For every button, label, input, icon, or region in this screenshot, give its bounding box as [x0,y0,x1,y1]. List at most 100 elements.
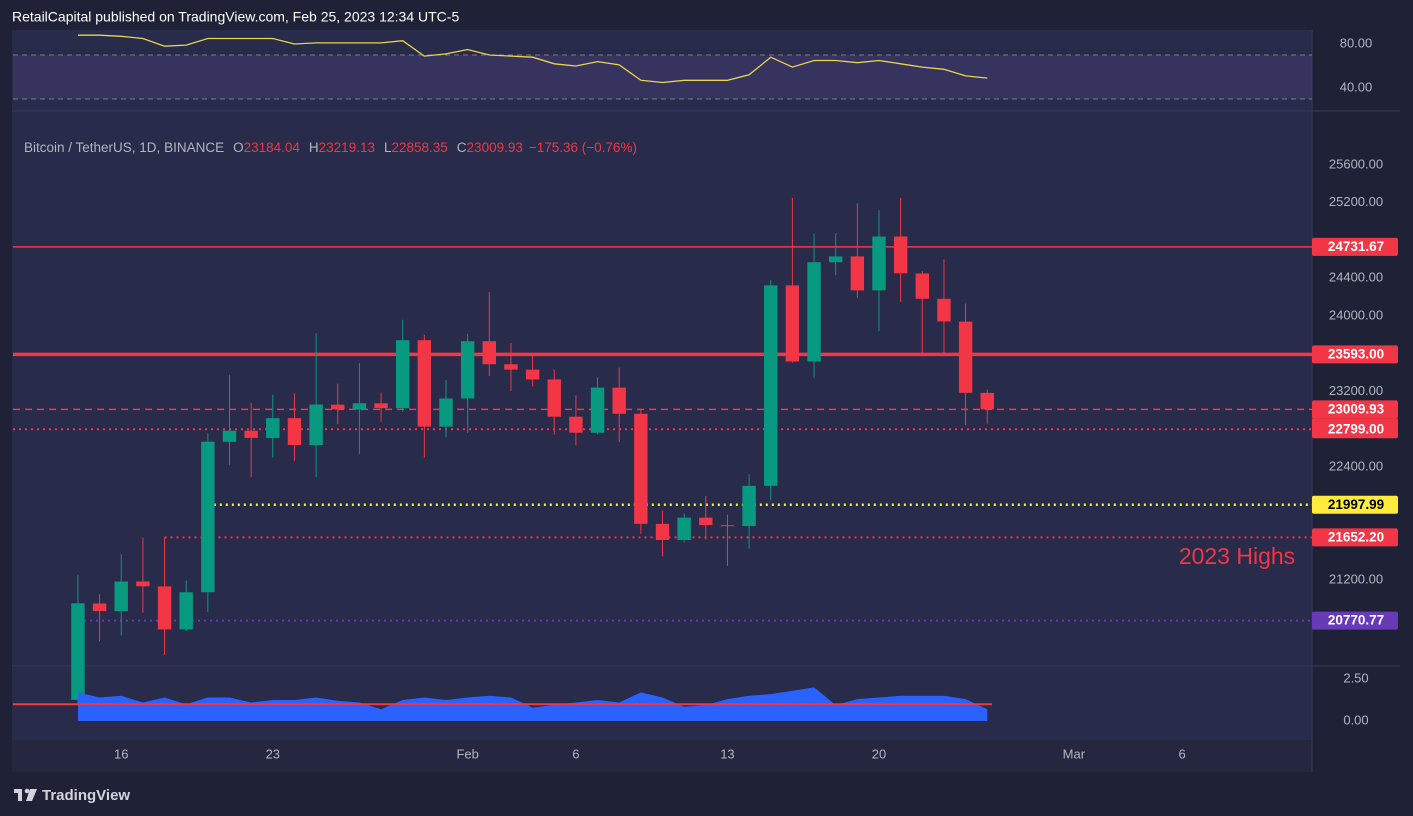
price-tag [1312,345,1398,364]
candle-body [893,236,908,274]
price-tag-label: 21652.20 [1328,529,1384,544]
legend-item: 23184.04 [244,140,301,155]
candle-body [244,430,258,438]
candle-body [958,321,973,393]
y-tick-label: 23200.00 [1329,383,1383,398]
price-tag-label: 21997.99 [1328,497,1384,512]
candle-body [612,387,626,414]
legend-item: C [457,140,467,155]
legend: Bitcoin / TetherUS, 1D, BINANCE O23184.04… [24,140,637,155]
candle-body [287,418,302,445]
candle-body [525,369,540,380]
legend-item: 22858.35 [391,140,447,155]
candle-body [872,236,886,291]
candle-body [439,398,453,427]
y-tick-label: 24400.00 [1329,270,1383,285]
logo-part [24,788,30,794]
x-tick-label: Feb [456,746,478,761]
y-tick-label: 2.50 [1343,670,1368,685]
candle-body [201,441,215,593]
annotation: 2023 Highs [1179,543,1295,569]
legend-item: 23009.93 [467,140,523,155]
x-tick-label: 6 [572,746,579,761]
candle-body [915,273,930,299]
candle-body [828,256,843,263]
price-tag [1312,237,1398,256]
candle-body [179,592,193,630]
price-tag-label: 22799.00 [1328,421,1384,436]
legend-item: H [309,140,319,155]
candle-body [114,581,128,612]
candle-body [309,404,323,446]
brand: TradingView [42,787,130,804]
price-tag [1312,495,1398,514]
candle-body [634,413,648,524]
candle-body [71,603,85,700]
y-tick-label: 25600.00 [1329,156,1383,171]
price-tag [1312,611,1398,630]
area [78,687,988,722]
legend-item: −175.36 (−0.76%) [529,140,637,155]
candle-body [460,341,475,399]
y-tick-label: 21200.00 [1329,572,1383,587]
candle-body [136,581,150,587]
price-tag [1312,420,1398,439]
price-tag [1312,528,1398,547]
candle-body [222,430,237,442]
candle-body [504,364,518,370]
brand-logo [14,788,37,801]
candle-body [590,387,605,433]
candle-body [374,403,388,409]
chart-layer: 80.00 40.00 16 23 Feb 6 13 20 Mar 6 21200.00 22400.… [13,34,1398,761]
candle-body [331,404,345,410]
candle-body [482,341,497,365]
candle-body [352,403,367,410]
price-tag-label: 23593.00 [1328,346,1384,361]
candle-body [937,298,951,322]
legend-item: L [384,140,392,155]
candle-body [569,416,583,433]
plot-area [12,30,1312,740]
y-tick-label: 24000.00 [1329,307,1383,322]
candle-body [677,517,691,540]
candle-body [785,285,800,362]
candle-body [764,285,778,486]
y-tick-label: 22400.00 [1329,458,1383,473]
price-tag [1312,400,1398,419]
candle-body [980,392,994,410]
logo-part [26,789,37,801]
candle-body [807,262,821,362]
candle-body [655,523,670,540]
price-tag-label: 23009.93 [1328,401,1385,416]
price-tag-label: 20770.77 [1328,613,1384,628]
x-tick-label: Mar [1063,746,1086,761]
candle-body [547,379,561,417]
legend-item: Bitcoin / TetherUS, 1D, BINANCE [24,140,224,155]
legend-item: O [233,140,244,155]
candle-body [850,256,865,291]
x-tick-label: 20 [872,746,886,761]
candle-body [720,525,735,527]
candle-body [395,340,410,409]
legend-item: 23219.13 [319,140,375,155]
x-tick-label: 13 [720,746,734,761]
x-tick-label: 16 [114,746,128,761]
y-tick-label: 0.00 [1343,712,1368,727]
y-tick-label: 40.00 [1340,79,1373,94]
candle-body [699,517,713,526]
time-axis [12,740,1312,772]
y-tick-label: 80.00 [1340,35,1373,50]
header: RetailCapital published on TradingView.c… [12,9,459,25]
x-tick-label: 23 [266,746,280,761]
candle-body [92,603,107,612]
candle-body [417,340,432,427]
candle-body [157,586,172,630]
price-tag-label: 24731.67 [1328,239,1384,254]
candle-body [266,418,280,439]
candle-body [742,485,756,527]
y-tick-label: 25200.00 [1329,194,1383,209]
rsi-band [13,54,1312,99]
logo-part [18,789,22,801]
rsi-line [78,34,988,84]
